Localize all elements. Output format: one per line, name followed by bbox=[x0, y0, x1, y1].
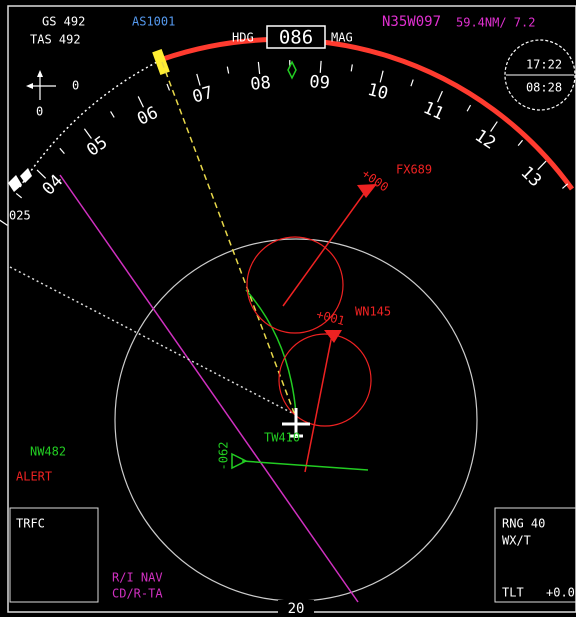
range: RNG 40 bbox=[502, 517, 545, 531]
compass-tick bbox=[410, 79, 414, 87]
traffic-symbol bbox=[324, 330, 342, 343]
heading-line bbox=[161, 61, 297, 419]
north-arrow bbox=[37, 70, 43, 77]
compass-label: 08 bbox=[249, 73, 271, 95]
mode: R/I NAV bbox=[112, 571, 163, 585]
traffic-symbol bbox=[357, 184, 377, 198]
compass-tick bbox=[466, 104, 472, 112]
compass-tick bbox=[110, 111, 115, 118]
conflict-circle bbox=[246, 236, 344, 334]
ring-label-bg bbox=[278, 600, 314, 616]
compass-tick bbox=[350, 64, 353, 72]
gs: GS 492 bbox=[42, 15, 85, 29]
alert: ALERT bbox=[16, 470, 52, 484]
track-curve bbox=[245, 289, 297, 415]
north-bottom: 0 bbox=[36, 105, 43, 119]
clock-top: 17:22 bbox=[526, 58, 562, 72]
clock-ring bbox=[504, 39, 576, 111]
compass-tick bbox=[379, 70, 384, 83]
track-diamond bbox=[287, 60, 297, 80]
tilt-label: TLT bbox=[502, 586, 524, 600]
compass-tick bbox=[517, 139, 524, 147]
route-line bbox=[59, 174, 359, 603]
compass-tick bbox=[436, 90, 443, 103]
compass-tick bbox=[319, 60, 322, 73]
compass-tick bbox=[59, 147, 65, 154]
traffic-symbol bbox=[231, 452, 248, 470]
ring-label: 20 bbox=[288, 601, 305, 617]
traffic-id: TW410 bbox=[264, 431, 300, 445]
compass-tick bbox=[36, 169, 47, 179]
compass-label: 09 bbox=[309, 72, 331, 93]
compass-tick bbox=[196, 73, 201, 86]
bearing-label: 025 bbox=[9, 209, 31, 223]
wx-mode: WX/T bbox=[502, 534, 531, 548]
left-box bbox=[9, 507, 99, 603]
flight-id: AS1001 bbox=[132, 15, 175, 29]
distance: 59.4NM/ 7.2 bbox=[456, 16, 535, 30]
compass-arc-red bbox=[162, 36, 575, 191]
compass-tick bbox=[562, 183, 569, 189]
arc-marker bbox=[20, 168, 32, 183]
north-arrow bbox=[26, 83, 33, 89]
right-box bbox=[494, 507, 576, 603]
traffic-vector bbox=[241, 460, 369, 471]
bearing-line bbox=[9, 266, 295, 415]
compass-tick bbox=[226, 66, 230, 74]
arc-marker bbox=[8, 175, 22, 192]
hdg-label: HDG bbox=[232, 31, 254, 45]
compass-tick bbox=[537, 160, 547, 171]
compass-tick bbox=[490, 121, 498, 132]
hdg-ref: MAG bbox=[331, 31, 353, 45]
compass-arc-dotted bbox=[19, 58, 164, 188]
hdg-box bbox=[266, 25, 326, 49]
clock-bottom: 08:28 bbox=[526, 81, 562, 95]
traffic-id: NW482 bbox=[30, 445, 66, 459]
compass-tick bbox=[257, 61, 261, 74]
traffic-id: WN145 bbox=[355, 305, 391, 319]
mode: CD/R-TA bbox=[112, 587, 163, 601]
traffic-vector bbox=[282, 187, 369, 307]
position: N35W097 bbox=[382, 14, 441, 30]
tas: TAS 492 bbox=[30, 33, 81, 47]
traffic-vector bbox=[304, 329, 334, 473]
compass-tick bbox=[166, 83, 171, 91]
compass-tick bbox=[0, 219, 8, 226]
compass-tick bbox=[83, 128, 92, 139]
tilt-value: +0.0 bbox=[546, 586, 575, 600]
selected-heading-bug bbox=[152, 49, 170, 75]
ownship bbox=[282, 408, 310, 438]
conflict-circle bbox=[278, 333, 372, 427]
hdg-value: 086 bbox=[279, 27, 313, 49]
compass-label: 10 bbox=[365, 80, 390, 104]
north-right: 0 bbox=[72, 79, 79, 93]
traffic-id: FX689 bbox=[396, 163, 432, 177]
compass-tick bbox=[15, 192, 23, 199]
trfc: TRFC bbox=[16, 517, 45, 531]
compass-tick bbox=[137, 96, 144, 108]
traffic-alt: -062 bbox=[217, 442, 231, 471]
